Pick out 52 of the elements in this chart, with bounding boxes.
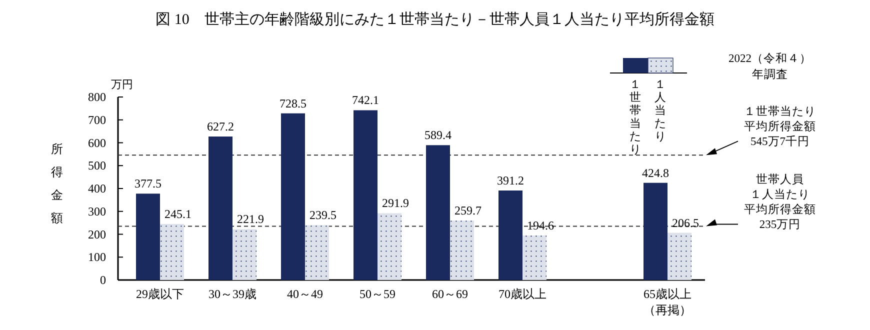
data-label: 194.6 xyxy=(527,218,554,232)
ref-line-label: 世帯人員１人当たり平均所得金額235万円 xyxy=(744,173,816,232)
legend-label: １世帯当たり xyxy=(630,79,642,156)
x-tick-label: 60～69 xyxy=(432,287,468,301)
bar xyxy=(668,232,692,280)
data-label: 206.5 xyxy=(672,216,699,230)
data-label: 589.4 xyxy=(424,128,452,142)
data-label: 239.5 xyxy=(310,208,336,222)
y-tick-label: 700 xyxy=(88,112,106,127)
bar xyxy=(208,136,232,280)
x-tick-label: 65歳以上（再掲） xyxy=(644,287,692,317)
y-tick-label: 500 xyxy=(88,158,106,173)
data-label: 259.7 xyxy=(454,204,482,218)
bar xyxy=(450,220,474,280)
bar xyxy=(522,235,546,280)
x-tick-label: 40～49 xyxy=(287,287,323,301)
legend-label: １人当たり xyxy=(654,79,666,143)
data-label: 221.9 xyxy=(237,212,264,226)
y-tick-label: 0 xyxy=(100,273,106,287)
x-tick-label: 50～59 xyxy=(360,287,396,301)
data-label: 742.1 xyxy=(352,93,379,108)
y-axis-title: 所得金額 xyxy=(51,142,63,225)
bar xyxy=(644,182,668,280)
bar xyxy=(498,190,522,280)
data-label: 291.9 xyxy=(382,196,409,210)
data-label: 391.2 xyxy=(497,174,524,188)
x-tick-label: 70歳以上 xyxy=(498,287,546,301)
bar xyxy=(378,213,402,280)
x-tick-label: 29歳以下 xyxy=(136,287,184,301)
bar xyxy=(136,194,160,280)
bar xyxy=(281,113,305,280)
bar xyxy=(354,110,378,280)
y-tick-label: 300 xyxy=(88,204,106,218)
data-label: 424.8 xyxy=(642,166,669,180)
data-label: 377.5 xyxy=(134,176,162,191)
y-tick-label: 400 xyxy=(88,182,106,196)
legend-title: 2022（令和４）年調査 xyxy=(728,52,812,81)
text: 万円 xyxy=(111,79,133,91)
bar xyxy=(305,225,329,280)
data-label: 627.2 xyxy=(207,120,234,134)
bar xyxy=(426,145,450,280)
y-tick-label: 600 xyxy=(88,136,106,150)
ref-line-label: １世帯当たり平均所得金額545万7千円 xyxy=(744,105,816,148)
data-label: 245.1 xyxy=(164,206,192,221)
chart-title: 図 10 世帯主の年齢階級別にみた１世帯当たり－世帯人員１人当たり平均所得金額 xyxy=(156,11,714,28)
x-tick-label: 30～39歳 xyxy=(208,287,256,301)
y-tick-label: 200 xyxy=(88,227,106,242)
bar xyxy=(160,224,184,280)
bar xyxy=(232,229,256,280)
y-tick-label: 800 xyxy=(88,90,106,104)
y-tick-label: 100 xyxy=(88,250,106,264)
data-label: 728.5 xyxy=(280,96,306,110)
